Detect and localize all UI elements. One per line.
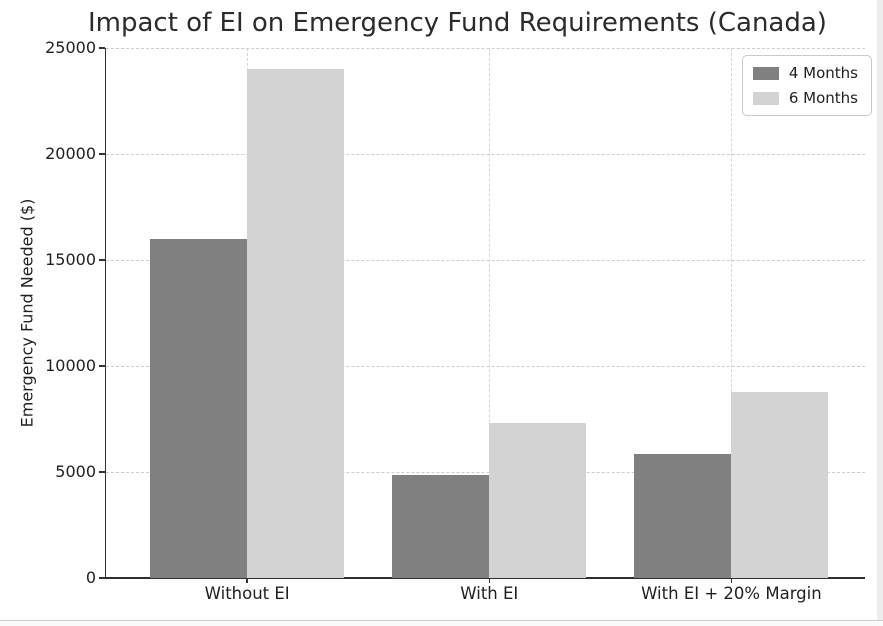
y-tick-label-25000: 25000 <box>45 38 96 57</box>
y-tick-label-20000: 20000 <box>45 144 96 163</box>
y-axis-label: Emergency Fund Needed ($) <box>17 198 37 428</box>
legend-swatch-4-months <box>752 66 779 80</box>
y-tick-label-5000: 5000 <box>55 462 96 481</box>
legend-label-6-months: 6 Months <box>788 89 858 107</box>
window-right-edge <box>877 0 883 620</box>
window-bottom-border <box>0 620 883 621</box>
y-tick-label-15000: 15000 <box>45 250 96 269</box>
gridline-y-25000 <box>106 48 865 49</box>
legend-swatch-6-months <box>752 91 779 105</box>
x-tick-label-1: With EI <box>460 584 519 603</box>
legend-item-4-months: 4 Months <box>752 64 858 82</box>
gridline-y-10000 <box>106 366 865 367</box>
y-tick-mark-20000 <box>98 153 105 155</box>
legend: 4 Months 6 Months <box>741 55 872 116</box>
y-tick-mark-25000 <box>98 47 105 49</box>
x-tick-label-2: With EI + 20% Margin <box>641 584 822 603</box>
gridline-y-20000 <box>106 154 865 155</box>
bar-4-months-0 <box>150 238 248 578</box>
gridline-y-5000 <box>106 472 865 473</box>
bar-4-months-2 <box>634 453 732 578</box>
bar-6-months-1 <box>489 422 587 578</box>
bar-6-months-2 <box>731 391 829 578</box>
gridline-y-15000 <box>106 260 865 261</box>
x-tick-mark-0 <box>246 578 248 583</box>
y-axis-spine <box>104 48 106 578</box>
y-tick-mark-0 <box>98 577 105 579</box>
x-tick-mark-2 <box>730 578 733 583</box>
legend-item-6-months: 6 Months <box>752 89 858 107</box>
gridline-x-1 <box>489 48 491 578</box>
chart-title: Impact of EI on Emergency Fund Requireme… <box>88 8 827 38</box>
bar-4-months-1 <box>392 474 490 578</box>
plot-area <box>104 48 865 579</box>
x-tick-label-0: Without EI <box>204 584 290 603</box>
bar-6-months-0 <box>247 69 345 578</box>
x-tick-mark-1 <box>488 578 491 583</box>
y-tick-mark-5000 <box>98 471 105 473</box>
y-tick-mark-10000 <box>98 365 105 367</box>
legend-label-4-months: 4 Months <box>788 64 858 82</box>
y-tick-label-10000: 10000 <box>45 356 96 375</box>
y-tick-label-0: 0 <box>85 568 96 587</box>
gridline-x-2 <box>731 48 733 578</box>
window-bottom-edge <box>0 621 883 626</box>
y-tick-mark-15000 <box>98 259 105 261</box>
